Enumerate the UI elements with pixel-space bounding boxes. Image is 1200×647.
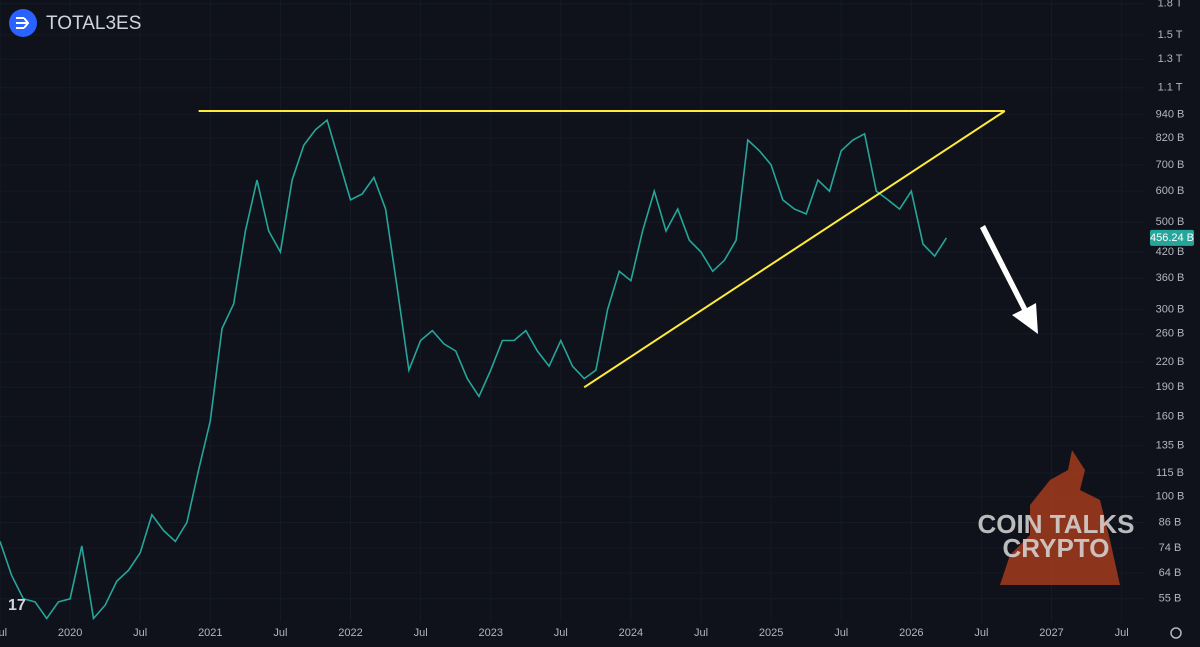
watermark: COIN TALKS CRYPTO [978, 450, 1135, 585]
x-tick-label: Jul [273, 627, 287, 639]
x-tick-label: 2022 [338, 627, 362, 639]
x-tick-label: Jul [694, 627, 708, 639]
x-tick-label: Jul [133, 627, 147, 639]
y-tick-label: 86 B [1159, 516, 1182, 528]
x-tick-label: Jul [974, 627, 988, 639]
price-line [0, 118, 948, 621]
x-tick-label: 2027 [1039, 627, 1063, 639]
y-tick-label: 74 B [1159, 542, 1182, 554]
y-tick-label: 420 B [1156, 246, 1185, 258]
watermark-text: COIN TALKS [978, 509, 1135, 539]
settings-icon[interactable] [1170, 627, 1182, 639]
y-tick-label: 64 B [1159, 567, 1182, 579]
y-tick-label: 820 B [1156, 132, 1185, 144]
plot [0, 109, 1006, 621]
y-tick-label: 940 B [1156, 108, 1185, 120]
y-tick-label: 260 B [1156, 328, 1185, 340]
y-tick-label: 300 B [1156, 303, 1185, 315]
y-tick-label: 600 B [1156, 185, 1185, 197]
y-tick-label: 500 B [1156, 216, 1185, 228]
grid [0, 0, 1145, 622]
x-tick-label: Jul [834, 627, 848, 639]
y-tick-label: 160 B [1156, 411, 1185, 423]
arrow-annotation [980, 225, 1038, 334]
y-tick-label: 135 B [1156, 440, 1185, 452]
y-tick-label: 55 B [1159, 593, 1182, 605]
x-tick-label: Jul [1115, 627, 1129, 639]
x-tick-label: 2023 [478, 627, 502, 639]
watermark-text: CRYPTO [1003, 533, 1110, 563]
x-tick-label: 2020 [58, 627, 82, 639]
chart-title[interactable]: TOTAL3ES [46, 13, 141, 34]
x-tick-label: 2025 [759, 627, 783, 639]
x-tick-label: Jul [414, 627, 428, 639]
x-tick-label: 2024 [619, 627, 643, 639]
y-tick-label: 190 B [1156, 381, 1185, 393]
x-tick-label: Jul [554, 627, 568, 639]
y-tick-label: 1.3 T [1158, 53, 1183, 65]
last-price-box [1150, 229, 1194, 246]
y-tick-label: 1.5 T [1158, 29, 1183, 41]
tradingview-logo[interactable]: 17 [8, 597, 26, 614]
y-tick-label: 1.1 T [1158, 82, 1183, 94]
y-tick-label: 1.8 T [1158, 0, 1183, 10]
x-tick-label: 2021 [198, 627, 222, 639]
x-tick-label: Jul [0, 627, 7, 639]
y-tick-label: 115 B [1156, 467, 1184, 479]
symbol-logo-icon [16, 17, 30, 29]
last-price-label: 456.24 B [1150, 232, 1194, 244]
y-tick-label: 100 B [1156, 491, 1185, 503]
y-tick-label: 220 B [1156, 356, 1185, 368]
trendline [583, 110, 1006, 389]
y-tick-label: 360 B [1156, 272, 1185, 284]
watermark-bull [1000, 450, 1120, 585]
x-tick-label: 2026 [899, 627, 923, 639]
y-tick-label: 700 B [1156, 159, 1185, 171]
